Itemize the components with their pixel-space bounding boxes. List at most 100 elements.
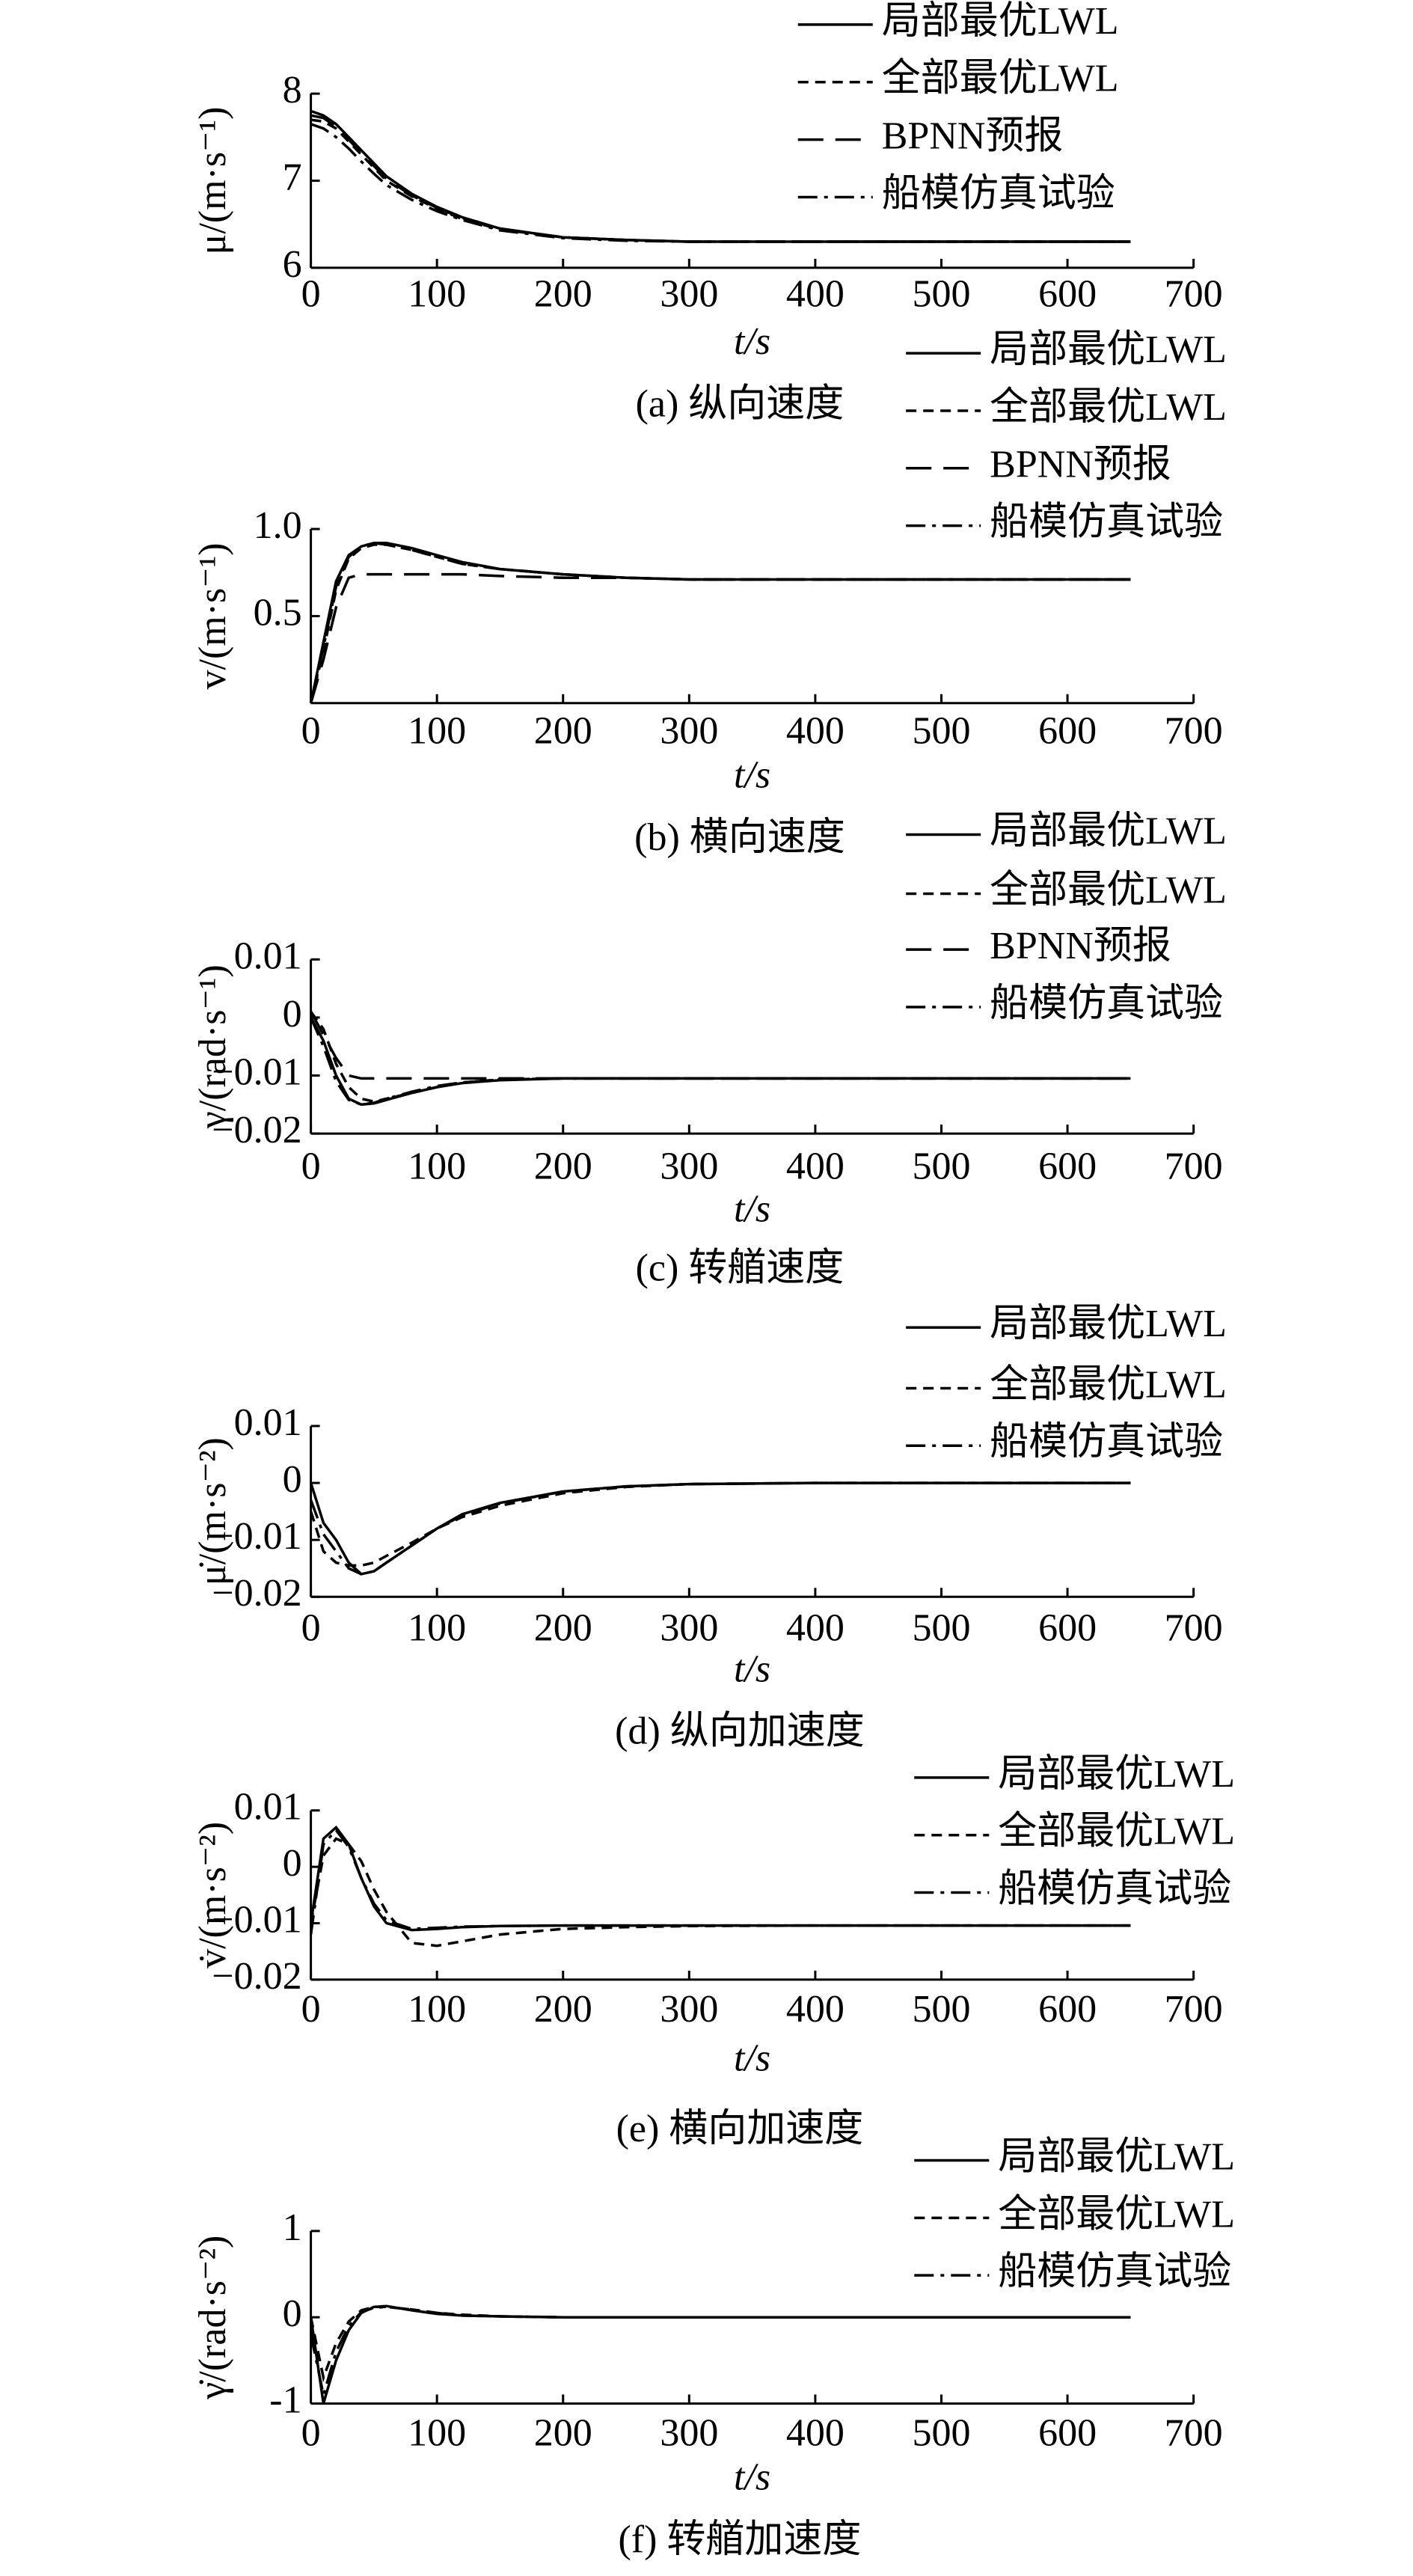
series-line [309,541,1131,704]
y-tick-label: -1 [269,2378,301,2421]
x-tick-label: 100 [408,1988,466,2031]
x-tick-label: 100 [408,272,466,315]
legend-label: 船模仿真试验 [990,1421,1223,1463]
y-tick-label: 0 [283,1842,302,1885]
x-tick-label: 300 [660,2411,718,2454]
series-line [309,543,1131,704]
x-tick-label: 500 [912,709,970,752]
legend-label: BPNN预报 [990,444,1171,486]
x-tick-label: 200 [534,1606,592,1649]
y-tick-label: −0.02 [212,1572,301,1615]
x-tick-label: 200 [534,272,592,315]
x-axis-label: t/s [734,2456,770,2499]
caption: (e) 横向加速度 [616,2108,864,2150]
x-tick-label: 200 [534,1988,592,2031]
y-axis-label: γ/(rad·s⁻¹) [191,964,234,1129]
y-tick-label: 8 [283,69,302,111]
x-tick-label: 700 [1165,1606,1223,1649]
x-tick-label: 600 [1038,2411,1097,2454]
x-axis-label: t/s [734,2037,770,2080]
x-tick-label: 300 [660,1145,718,1187]
x-tick-label: 0 [301,2411,321,2454]
x-tick-label: 300 [660,272,718,315]
x-tick-label: 600 [1038,1145,1097,1187]
series-line [310,123,1131,243]
x-tick-label: 400 [786,272,845,315]
y-axis-label: v̇/(m·s⁻²) [191,1822,234,1968]
y-tick-label: 7 [283,156,302,198]
x-tick-label: 400 [786,1145,845,1187]
x-tick-label: 0 [301,1988,321,2031]
y-tick-label: 0.5 [254,591,302,634]
y-tick-label: 1.0 [254,504,302,547]
x-tick-label: 100 [408,2411,466,2454]
legend-label: 船模仿真试验 [882,172,1115,215]
series-line [309,2304,1131,2404]
x-tick-label: 0 [301,709,321,752]
x-tick-label: 400 [786,709,845,752]
y-tick-label: −0.01 [212,1515,301,1558]
x-tick-label: 0 [301,272,321,315]
caption: (f) 转艏加速度 [618,2518,861,2561]
legend-label: 局部最优LWL [998,1753,1235,1796]
x-axis-label: t/s [734,1187,770,1230]
x-tick-label: 400 [786,2411,845,2454]
x-tick-label: 0 [301,1606,321,1649]
x-tick-label: 300 [660,1988,718,2031]
legend-label: 全部最优LWL [998,2193,1235,2236]
x-tick-label: 400 [786,1988,845,2031]
y-tick-label: 0.01 [234,934,302,977]
series-line [309,572,1131,704]
y-tick-label: 0 [283,993,302,1035]
x-tick-label: 300 [660,709,718,752]
legend-label: 局部最优LWL [990,810,1227,852]
y-tick-label: 6 [283,243,302,286]
x-tick-label: 500 [912,1145,970,1187]
legend-label: 全部最优LWL [990,869,1227,911]
legend-label: 局部最优LWL [990,328,1227,371]
legend-label: 局部最优LWL [990,1303,1227,1345]
x-tick-label: 100 [408,1145,466,1187]
x-tick-label: 700 [1165,2411,1223,2454]
legend-label: 船模仿真试验 [990,501,1223,544]
x-tick-label: 600 [1038,1606,1097,1649]
series-line [309,1481,1131,1576]
legend-label: 局部最优LWL [998,2135,1235,2178]
y-tick-label: −0.01 [212,1050,301,1093]
caption: (a) 纵向速度 [636,382,845,425]
y-axis-label: γ̇/(rad·s⁻²) [191,2236,234,2400]
y-tick-label: −0.01 [212,1898,301,1941]
caption: (c) 转艏速度 [636,1246,845,1289]
x-tick-label: 200 [534,709,592,752]
y-tick-label: 0.01 [234,1786,302,1829]
y-tick-label: 0 [283,2292,302,2335]
y-tick-label: 1 [283,2206,302,2249]
y-tick-label: −0.02 [212,1955,301,1998]
legend-label: 局部最优LWL [882,0,1119,43]
x-tick-label: 100 [408,1606,466,1649]
x-tick-label: 500 [912,1988,970,2031]
caption: (b) 横向速度 [634,816,845,859]
series-line [309,2305,1131,2396]
x-tick-label: 300 [660,1606,718,1649]
series-line [310,1017,1131,1107]
x-tick-label: 700 [1165,1145,1223,1187]
x-tick-label: 600 [1038,709,1097,752]
caption: (d) 纵向加速度 [615,1710,865,1753]
series-line [309,1481,1131,1567]
y-axis-label: μ̇/(m·s⁻²) [191,1437,234,1585]
x-tick-label: 700 [1165,1988,1223,2031]
x-tick-label: 200 [534,1145,592,1187]
x-tick-label: 600 [1038,272,1097,315]
x-tick-label: 500 [912,272,970,315]
legend-label: 全部最优LWL [882,58,1119,100]
x-axis-label: t/s [734,320,770,363]
legend-label: BPNN预报 [882,115,1064,158]
x-axis-label: t/s [734,1648,770,1690]
y-tick-label: −0.02 [212,1109,301,1151]
series-line [309,541,1131,704]
legend-label: 船模仿真试验 [990,982,1223,1025]
x-tick-label: 200 [534,2411,592,2454]
